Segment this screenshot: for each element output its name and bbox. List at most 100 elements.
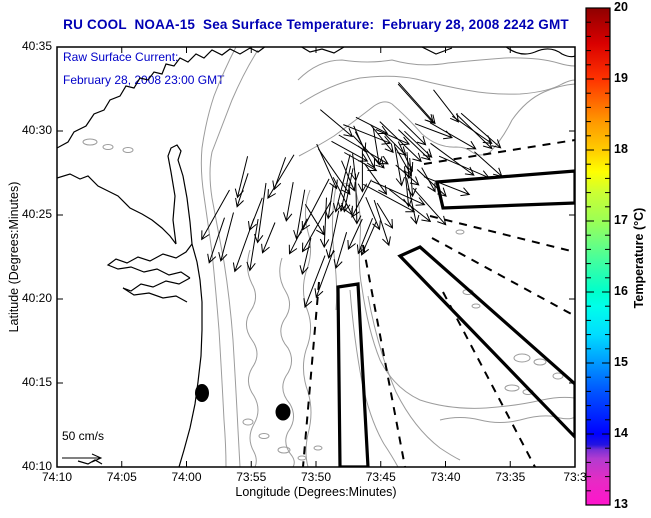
current-vector-arrow <box>303 255 326 309</box>
x-tick-label: 73:40 <box>430 470 461 484</box>
radar-bearing-dashed-line <box>431 237 575 317</box>
current-vector-arrow <box>394 146 412 177</box>
radar-bearing-dashed-line <box>362 244 406 467</box>
bathymetry-contour-blob <box>122 147 134 153</box>
current-vector-arrow <box>388 189 432 223</box>
bathymetry-contour-blob <box>102 144 114 150</box>
current-vector-arrow <box>357 150 368 193</box>
bathymetry-contour <box>331 185 338 311</box>
annotation-current-timestamp: February 28, 2008 23:00 GMT <box>63 73 225 87</box>
bathymetry-contour <box>302 189 312 467</box>
current-vector-arrow <box>433 89 460 123</box>
map-content <box>57 47 575 467</box>
current-vector-arrow <box>474 151 503 178</box>
radar-bearing-dashed-line <box>302 281 320 467</box>
x-tick-label: 74:05 <box>106 470 137 484</box>
coastline <box>300 47 345 54</box>
current-vector-arrow <box>201 189 230 241</box>
x-tick-label: 73:55 <box>236 470 267 484</box>
bathymetry-contour <box>341 183 575 409</box>
current-vector-arrow <box>406 177 420 225</box>
bathymetry-contour <box>209 49 259 467</box>
x-axis-label: Longitude (Degrees:Minutes) <box>235 485 397 499</box>
bathymetry-contour-blob <box>242 418 254 426</box>
current-vector-arrow <box>354 131 375 169</box>
current-vector-arrow <box>363 163 388 195</box>
figure-title: RU COOL NOAA-15 Sea Surface Temperature:… <box>63 17 569 32</box>
y-tick-label: 40:25 <box>21 207 52 221</box>
bathymetry-contour <box>279 257 295 467</box>
y-tick-label: 40:20 <box>21 291 52 305</box>
radar-bearing-dashed-line <box>442 291 536 467</box>
current-vector-arrow <box>412 187 447 226</box>
y-tick-label: 40:30 <box>21 123 52 137</box>
current-vector-arrow <box>460 112 502 149</box>
current-vector-arrow <box>397 83 434 124</box>
current-vector-arrow <box>254 182 267 244</box>
current-vector-arrow <box>331 140 369 162</box>
coastline <box>505 47 575 58</box>
bathymetry-contour-blob <box>258 433 270 439</box>
current-vector-arrow <box>319 109 354 138</box>
current-vector-arrow <box>414 123 453 140</box>
current-vector-arrow <box>399 118 427 146</box>
plot-border <box>56 46 576 468</box>
y-tick-label: 40:10 <box>21 459 52 473</box>
current-vector-arrow <box>218 212 234 262</box>
bathymetry-contour-blob <box>82 138 98 146</box>
current-vector-arrow <box>316 143 338 190</box>
bathymetry-contour-blob <box>513 353 531 363</box>
bathymetry-contour <box>299 75 575 105</box>
current-vector-arrow <box>288 218 308 255</box>
colorbar-tick-label: 13 <box>614 497 628 511</box>
bathymetry-contour-blob <box>297 455 307 461</box>
coastline <box>178 243 203 467</box>
coastline <box>167 144 193 245</box>
coastline <box>57 47 266 149</box>
current-vector-arrow <box>267 154 295 200</box>
radar-bearing-dashed-line <box>429 215 575 253</box>
current-vector-arrow <box>379 121 422 163</box>
current-vector-arrow <box>398 129 431 161</box>
current-vector-arrow <box>341 160 356 192</box>
x-tick-label: 74:10 <box>41 470 73 484</box>
current-vector-arrow <box>232 218 255 273</box>
current-vector-arrow <box>283 182 294 222</box>
x-tick-label: 74:00 <box>171 470 202 484</box>
x-tick-label: 73:35 <box>495 470 526 484</box>
current-vector-arrow <box>421 167 436 193</box>
current-vector-arrow <box>333 232 348 270</box>
current-vector-arrow <box>393 144 405 187</box>
current-vector-arrow <box>429 122 477 150</box>
current-vector-arrow <box>272 157 287 191</box>
current-vector-arrow <box>371 180 426 206</box>
current-vector-arrow <box>338 134 389 165</box>
bathymetry-contour <box>298 83 575 157</box>
velocity-scale-arrow <box>62 453 103 463</box>
current-vector-arrow <box>207 217 225 264</box>
colorbar <box>585 7 611 506</box>
bathymetry-contour <box>367 295 461 461</box>
colorbar-tick-label: 15 <box>614 355 628 369</box>
station-dot <box>195 384 209 402</box>
current-vector-arrow <box>365 197 381 231</box>
bathymetry-contour <box>246 249 259 467</box>
y-tick-label: 40:15 <box>21 375 52 389</box>
coastline <box>77 459 103 465</box>
y-tick-label: 40:35 <box>21 39 52 53</box>
coastline <box>106 243 193 279</box>
coastline <box>420 47 453 55</box>
station-dot <box>275 403 291 421</box>
current-vector-arrow <box>261 222 276 254</box>
current-vector-arrow <box>376 202 394 229</box>
x-tick-label: 73:50 <box>300 470 332 484</box>
current-vector-arrow <box>301 178 330 231</box>
current-vector-arrow <box>398 82 436 125</box>
bathymetry-contour-blob <box>455 229 465 235</box>
current-vector-arrow <box>317 148 351 196</box>
bathymetry-contour <box>297 57 575 81</box>
current-vector-arrow <box>430 142 475 176</box>
current-vector-arrow <box>319 197 330 249</box>
